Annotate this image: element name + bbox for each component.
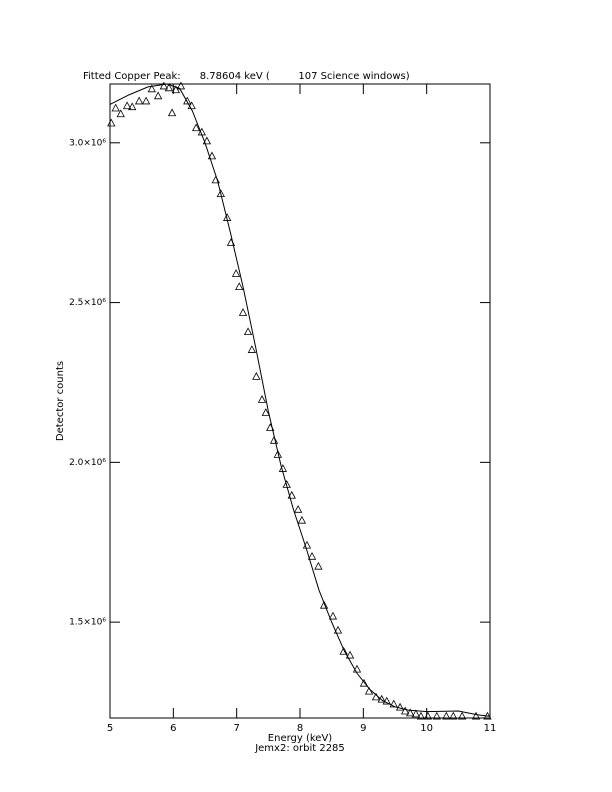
data-point — [159, 81, 169, 90]
data-point — [261, 408, 270, 416]
data-point — [191, 123, 201, 132]
data-point — [352, 664, 362, 673]
data-point — [269, 435, 279, 444]
data-point — [183, 96, 192, 105]
data-point — [147, 84, 156, 93]
data-point — [359, 678, 369, 687]
subtitle: Jemx2: orbit 2285 — [254, 743, 345, 754]
data-point — [164, 83, 174, 92]
data-point — [287, 490, 296, 499]
data-point — [247, 345, 257, 353]
x-tick-label: 5 — [107, 723, 113, 734]
x-tick-label: 9 — [360, 723, 366, 734]
data-point — [345, 650, 355, 659]
data-point — [107, 118, 116, 127]
data-point — [442, 711, 451, 720]
data-point — [333, 625, 343, 634]
data-point — [252, 372, 261, 380]
data-point — [328, 611, 338, 620]
data-point — [238, 308, 248, 316]
data-point — [134, 96, 144, 105]
data-point — [153, 91, 163, 100]
data-point — [423, 711, 433, 720]
data-point — [395, 702, 405, 711]
data-point — [216, 189, 226, 198]
data-point — [207, 151, 217, 160]
x-tick-label: 10 — [420, 723, 433, 734]
data-point — [471, 711, 481, 720]
data-point — [171, 85, 181, 94]
x-tick-label: 7 — [233, 723, 239, 734]
y-tick-label: 2.5×10⁶ — [69, 298, 106, 308]
data-point — [457, 711, 467, 720]
x-tick-label: 6 — [170, 723, 176, 734]
x-axis-label: Energy (keV) — [268, 733, 333, 744]
data-point — [339, 646, 348, 655]
data-point — [127, 102, 137, 111]
data-point — [141, 96, 151, 105]
data-point — [406, 708, 415, 717]
y-tick-label: 3.0×10⁶ — [69, 138, 106, 148]
data-point — [364, 686, 374, 695]
data-point — [382, 696, 391, 705]
chart-title: Fitted Copper Peak: 8.78604 keV ( 107 Sc… — [83, 71, 410, 82]
data-point — [297, 515, 307, 524]
fit-line — [110, 84, 490, 717]
data-point — [122, 101, 132, 110]
data-point — [449, 711, 458, 720]
data-point — [432, 711, 441, 720]
data-point — [111, 103, 120, 112]
data-point — [416, 711, 426, 720]
data-point — [273, 450, 283, 458]
data-point — [116, 109, 125, 118]
data-point — [202, 136, 212, 145]
x-tick-label: 8 — [297, 723, 303, 734]
y-tick-label: 1.5×10⁶ — [69, 618, 106, 628]
data-point — [400, 706, 410, 715]
data-point — [176, 81, 186, 90]
data-point — [293, 504, 303, 513]
y-axis-label: Detector counts — [55, 361, 66, 441]
y-tick-label: 2.0×10⁶ — [69, 458, 106, 468]
data-point — [307, 551, 317, 560]
data-point — [231, 269, 241, 277]
data-point — [257, 395, 267, 403]
data-point — [411, 709, 421, 718]
x-tick-label: 11 — [484, 723, 497, 734]
data-point — [389, 699, 398, 708]
data-point — [319, 600, 329, 609]
data-point — [314, 561, 323, 570]
data-point — [235, 282, 244, 290]
data-point — [167, 108, 177, 117]
data-point — [243, 327, 253, 336]
